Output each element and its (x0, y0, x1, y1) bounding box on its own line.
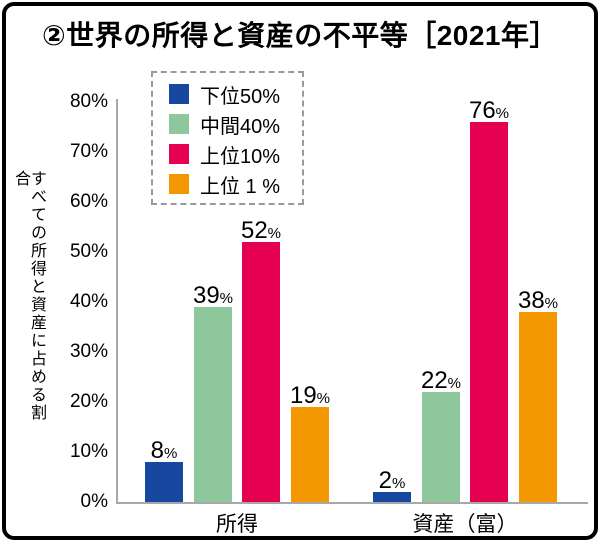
category-label-資産（富）: 資産（富） (412, 513, 518, 536)
bar-value-number: 2 (378, 467, 392, 494)
bar-value-number: 52 (240, 217, 268, 244)
bar-上位 1 %-資産（富） (519, 312, 557, 502)
bar-value-label: 8% (119, 439, 209, 463)
bar-value-percent-sign: % (219, 290, 234, 307)
bar-中間40%-資産（富） (422, 392, 460, 502)
bar-上位 1 %-所得 (291, 407, 329, 502)
y-tick-label: 50% (69, 241, 108, 262)
y-tick-label: 40% (69, 291, 108, 312)
y-tick-label: 10% (69, 441, 108, 462)
legend-swatch-icon (169, 174, 189, 194)
bar-value-percent-sign: % (316, 390, 331, 407)
bar-value-number: 8 (150, 437, 164, 464)
legend-label: 上位 1 % (200, 175, 281, 198)
legend-item: 下位50% (169, 84, 280, 108)
chart-title: ②世界の所得と資産の不平等［2021年］ (42, 20, 558, 51)
legend-item: 上位10% (169, 144, 280, 168)
bar-中間40%-所得 (194, 307, 232, 502)
bar-下位50%-所得 (145, 462, 183, 502)
bar-上位10%-所得 (242, 242, 280, 502)
bar-value-label: 19% (265, 384, 355, 408)
bar-value-percent-sign: % (267, 225, 282, 242)
legend-item: 中間40% (169, 114, 280, 138)
bar-value-percent-sign: % (447, 375, 462, 392)
bar-value-label: 2% (347, 469, 437, 493)
bar-value-percent-sign: % (392, 475, 406, 492)
bar-value-label: 38% (493, 289, 583, 313)
bar-value-number: 38 (517, 287, 545, 314)
bar-value-label: 52% (216, 219, 306, 243)
y-tick-label: 80% (69, 91, 108, 112)
y-tick-label: 30% (69, 341, 108, 362)
y-tick-label: 20% (69, 391, 108, 412)
legend-item: 上位 1 % (169, 174, 280, 198)
y-tick-label: 60% (69, 191, 108, 212)
y-axis-line (116, 99, 118, 504)
bar-value-number: 76 (468, 97, 496, 124)
bar-value-number: 19 (289, 382, 317, 409)
bar-value-percent-sign: % (164, 445, 178, 462)
y-tick-label: 0% (80, 491, 108, 512)
category-label-所得: 所得 (216, 513, 258, 536)
legend-swatch-icon (169, 144, 189, 164)
legend-box: 下位50% 中間40% 上位10% 上位 1 % (151, 71, 304, 205)
bar-value-percent-sign: % (544, 295, 559, 312)
legend-label: 上位10% (200, 145, 281, 168)
bar-value-number: 22 (420, 367, 448, 394)
bar-value-label: 76% (444, 99, 534, 123)
bar-value-percent-sign: % (495, 105, 510, 122)
x-axis-line (116, 502, 588, 504)
bar-value-number: 39 (192, 282, 220, 309)
y-axis-label: すべての所得と資産に占める割合 (12, 170, 45, 422)
legend-label: 下位50% (200, 85, 281, 108)
bar-value-label: 39% (168, 284, 258, 308)
bar-上位10%-資産（富） (470, 122, 508, 502)
legend-label: 中間40% (200, 115, 281, 138)
legend-swatch-icon (169, 114, 189, 134)
y-tick-label: 70% (69, 141, 108, 162)
legend-swatch-icon (169, 84, 189, 104)
bar-value-label: 22% (396, 369, 486, 393)
bar-下位50%-資産（富） (373, 492, 411, 502)
